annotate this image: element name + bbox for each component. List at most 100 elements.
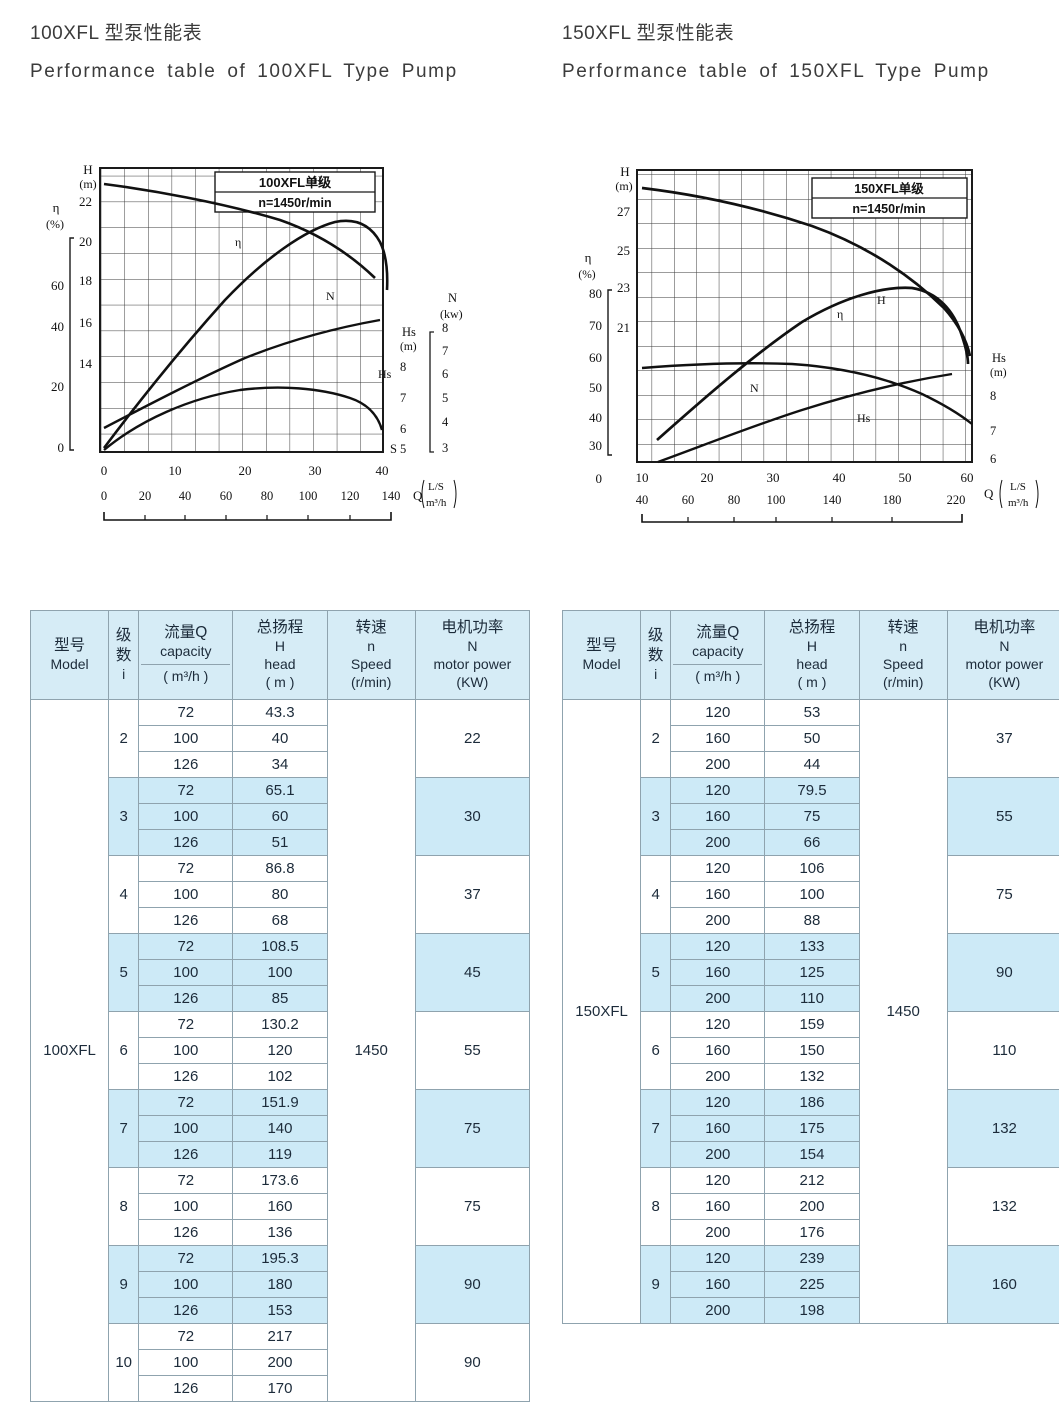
cell-capacity: 160	[671, 1193, 765, 1219]
cell-capacity: 72	[139, 1245, 233, 1271]
cell-head: 159	[765, 1011, 859, 1037]
svg-text:30: 30	[309, 463, 322, 478]
axis-unit-Q-top-right: L/S	[1010, 481, 1026, 493]
cell-capacity: 100	[139, 1193, 233, 1219]
svg-text:40: 40	[833, 470, 846, 485]
cell-head: 110	[765, 985, 859, 1011]
col-header-power-cn-right: 电机功率	[950, 618, 1059, 638]
cell-stage: 4	[109, 855, 139, 933]
col-header-head-unit-right: ( m )	[767, 674, 856, 692]
col-header-power-en-right: N	[950, 638, 1059, 656]
svg-text:70: 70	[589, 318, 602, 333]
svg-text:16: 16	[79, 315, 93, 330]
col-header-capacity-unit-left: ( m³/h )	[141, 664, 230, 686]
section-100xfl: 100XFL 型泵性能表 Performance table of 100XFL…	[30, 0, 530, 83]
axis-ticks-x-m3h-right: 40 60 80 100 140 180 220	[636, 493, 966, 507]
axis-ticks-x-ls-right: 10 20 30 40 50 60	[636, 470, 974, 485]
svg-text:23: 23	[617, 280, 630, 295]
cell-capacity: 120	[671, 1245, 765, 1271]
svg-text:7: 7	[990, 424, 996, 438]
axis-title-H-right: H	[620, 164, 629, 179]
svg-text:40: 40	[179, 489, 192, 503]
col-header-power-right: 电机功率 N motor power (KW)	[947, 611, 1059, 700]
cell-stage: 5	[109, 933, 139, 1011]
svg-text:60: 60	[961, 470, 974, 485]
cell-head: 75	[765, 803, 859, 829]
cell-motor-power: 75	[415, 1167, 529, 1245]
cell-head: 154	[765, 1141, 859, 1167]
cell-head: 120	[233, 1037, 327, 1063]
curve-label-H-left: H	[313, 173, 322, 187]
cell-stage: 7	[641, 1089, 671, 1167]
cell-head: 51	[233, 829, 327, 855]
svg-text:20: 20	[51, 379, 64, 394]
axis-unit-Hs-left: (m)	[400, 341, 417, 353]
svg-text:21: 21	[617, 320, 630, 335]
svg-text:7: 7	[442, 344, 448, 358]
cell-capacity: 200	[671, 1063, 765, 1089]
cell-capacity: 120	[671, 699, 765, 725]
cell-capacity: 72	[139, 699, 233, 725]
cell-head: 239	[765, 1245, 859, 1271]
col-header-speed-unit-left: (r/min)	[330, 674, 413, 692]
col-header-stage-en-right: i	[643, 666, 668, 684]
cell-capacity: 120	[671, 855, 765, 881]
cell-model-left: 100XFL	[31, 699, 109, 1401]
axis-title-Q-left: Q	[413, 488, 423, 503]
chart-box-label-cn-right: 150XFL单级	[854, 181, 924, 196]
cell-head: 170	[233, 1375, 327, 1401]
axis-title-H-left: H	[83, 162, 92, 177]
cell-capacity: 100	[139, 803, 233, 829]
axis-ticks-H-left: 22 20 18 16 14	[79, 194, 93, 371]
svg-text:50: 50	[589, 380, 602, 395]
svg-text:6: 6	[990, 452, 996, 466]
svg-text:0: 0	[101, 489, 107, 503]
col-header-head-cn-left: 总扬程	[235, 618, 324, 638]
col-header-capacity-en-right: capacity	[673, 643, 762, 661]
page-root: 100XFL 型泵性能表 Performance table of 100XFL…	[0, 0, 1059, 1372]
svg-text:0: 0	[58, 440, 65, 455]
axis-tick-S-left: S	[390, 442, 397, 456]
cell-head: 136	[233, 1219, 327, 1245]
cell-capacity: 126	[139, 985, 233, 1011]
svg-text:18: 18	[79, 273, 92, 288]
col-header-speed-unit-right: (r/min)	[862, 674, 945, 692]
axis-ticks-eta-left: 60 40 20 0	[51, 278, 64, 455]
cell-head: 150	[765, 1037, 859, 1063]
svg-text:60: 60	[589, 350, 602, 365]
performance-table-150xfl: 型号 Model 级数 i 流量Q capacity ( m³/h ) 总扬程	[562, 610, 1059, 1324]
svg-text:40: 40	[636, 493, 649, 507]
cell-motor-power: 75	[415, 1089, 529, 1167]
cell-speed-right: 1450	[859, 699, 947, 1323]
cell-capacity: 100	[139, 725, 233, 751]
cell-head: 132	[765, 1063, 859, 1089]
cell-head: 153	[233, 1297, 327, 1323]
cell-capacity: 160	[671, 959, 765, 985]
cell-capacity: 100	[139, 881, 233, 907]
cell-head: 86.8	[233, 855, 327, 881]
col-header-speed-en2-right: Speed	[862, 656, 945, 674]
cell-capacity: 72	[139, 933, 233, 959]
svg-text:60: 60	[682, 493, 695, 507]
svg-text:120: 120	[341, 489, 360, 503]
table-head-right: 型号 Model 级数 i 流量Q capacity ( m³/h ) 总扬程	[563, 611, 1059, 700]
cell-capacity: 200	[671, 907, 765, 933]
cell-motor-power: 132	[947, 1089, 1059, 1167]
cell-head: 200	[233, 1349, 327, 1375]
svg-text:40: 40	[51, 319, 64, 334]
col-header-capacity-cn-left: 流量Q	[141, 623, 230, 643]
svg-text:20: 20	[701, 470, 714, 485]
cell-capacity: 200	[671, 829, 765, 855]
svg-text:14: 14	[79, 356, 93, 371]
svg-text:7: 7	[400, 391, 406, 405]
cell-capacity: 100	[139, 1115, 233, 1141]
cell-capacity: 120	[671, 777, 765, 803]
cell-capacity: 126	[139, 751, 233, 777]
svg-text:60: 60	[220, 489, 233, 503]
table-header-row-right: 型号 Model 级数 i 流量Q capacity ( m³/h ) 总扬程	[563, 611, 1059, 700]
page-title-cn-left: 100XFL 型泵性能表	[30, 18, 530, 45]
axis-ticks-N-left: 8 7 6 5 4 3	[442, 321, 449, 455]
col-header-power-unit-left: (KW)	[418, 674, 527, 692]
